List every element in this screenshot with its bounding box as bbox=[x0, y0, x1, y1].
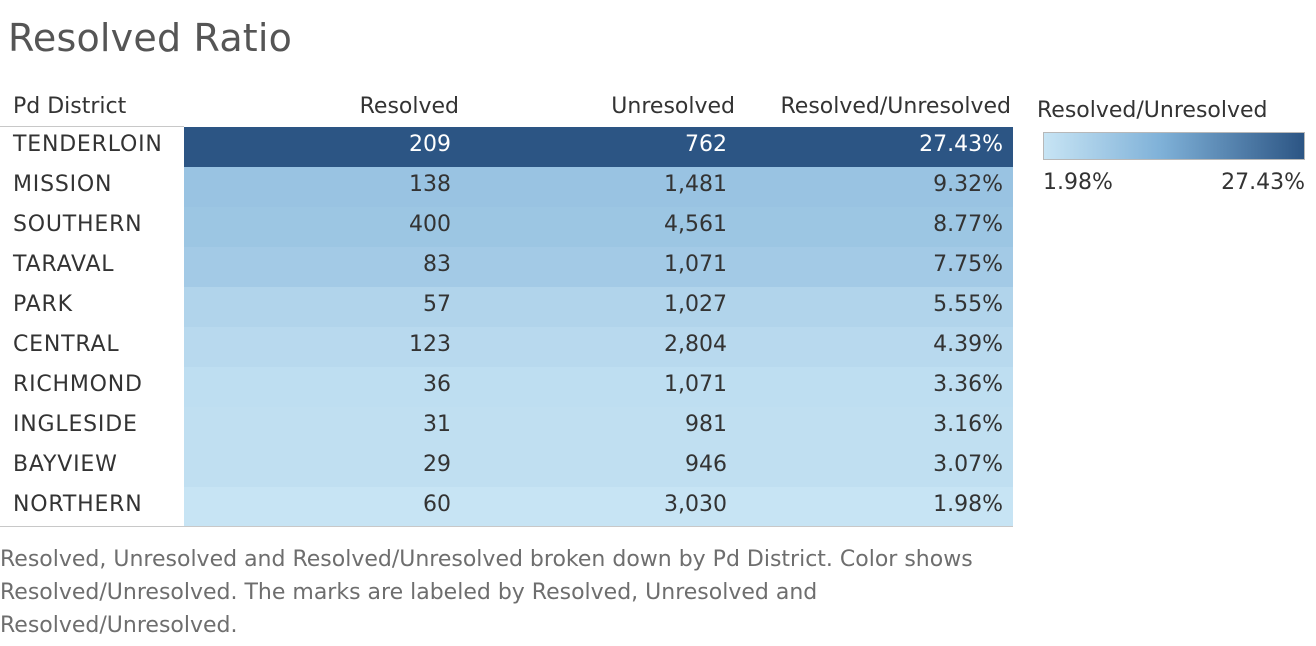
unresolved-value: 2,804 bbox=[664, 332, 727, 357]
row-label-district[interactable]: MISSION bbox=[13, 172, 113, 197]
resolved-value: 138 bbox=[409, 172, 451, 197]
column-header-resolved[interactable]: Resolved bbox=[359, 94, 459, 119]
column-header-pd-district[interactable]: Pd District bbox=[13, 94, 127, 119]
unresolved-value: 4,561 bbox=[664, 212, 727, 237]
color-mark[interactable]: 400 4,561 8.77% bbox=[184, 207, 1013, 247]
highlight-table: TENDERLOIN 209 762 27.43% MISSION 138 1,481 9.3… bbox=[0, 127, 1013, 527]
table-row: TENDERLOIN 209 762 27.43% bbox=[0, 127, 1013, 167]
unresolved-value: 3,030 bbox=[664, 492, 727, 517]
ratio-value: 3.16% bbox=[933, 412, 1003, 437]
row-label-district[interactable]: CENTRAL bbox=[13, 332, 120, 357]
row-label-district[interactable]: TARAVAL bbox=[13, 252, 115, 277]
resolved-value: 29 bbox=[423, 452, 451, 477]
unresolved-value: 981 bbox=[685, 412, 727, 437]
color-mark[interactable]: 31 981 3.16% bbox=[184, 407, 1013, 447]
resolved-value: 83 bbox=[423, 252, 451, 277]
resolved-value: 209 bbox=[409, 132, 451, 157]
color-mark[interactable]: 60 3,030 1.98% bbox=[184, 487, 1013, 527]
row-label-district[interactable]: TENDERLOIN bbox=[13, 132, 163, 157]
table-row: RICHMOND 36 1,071 3.36% bbox=[0, 367, 1013, 407]
row-label-district[interactable]: RICHMOND bbox=[13, 372, 143, 397]
table-row: INGLESIDE 31 981 3.16% bbox=[0, 407, 1013, 447]
resolved-value: 123 bbox=[409, 332, 451, 357]
row-label-district[interactable]: PARK bbox=[13, 292, 73, 317]
unresolved-value: 946 bbox=[685, 452, 727, 477]
ratio-value: 3.07% bbox=[933, 452, 1003, 477]
table-row: BAYVIEW 29 946 3.07% bbox=[0, 447, 1013, 487]
ratio-value: 7.75% bbox=[933, 252, 1003, 277]
chart-caption: Resolved, Unresolved and Resolved/Unreso… bbox=[0, 547, 973, 638]
table-row: NORTHERN 60 3,030 1.98% bbox=[0, 487, 1013, 527]
ratio-value: 4.39% bbox=[933, 332, 1003, 357]
ratio-value: 1.98% bbox=[933, 492, 1003, 517]
column-header-ratio[interactable]: Resolved/Unresolved bbox=[780, 94, 1012, 119]
table-row: MISSION 138 1,481 9.32% bbox=[0, 167, 1013, 207]
ratio-value: 9.32% bbox=[933, 172, 1003, 197]
unresolved-value: 1,027 bbox=[664, 292, 727, 317]
ratio-value: 8.77% bbox=[933, 212, 1003, 237]
ratio-value: 3.36% bbox=[933, 372, 1003, 397]
unresolved-value: 1,071 bbox=[664, 252, 727, 277]
header-divider bbox=[0, 126, 184, 127]
legend-max-label: 27.43% bbox=[1221, 170, 1305, 195]
resolved-value: 57 bbox=[423, 292, 451, 317]
resolved-value: 60 bbox=[423, 492, 451, 517]
row-label-district[interactable]: SOUTHERN bbox=[13, 212, 143, 237]
unresolved-value: 1,071 bbox=[664, 372, 727, 397]
table-row: TARAVAL 83 1,071 7.75% bbox=[0, 247, 1013, 287]
color-mark[interactable]: 83 1,071 7.75% bbox=[184, 247, 1013, 287]
column-header-unresolved[interactable]: Unresolved bbox=[611, 94, 735, 119]
row-label-district[interactable]: INGLESIDE bbox=[13, 412, 138, 437]
color-mark[interactable]: 29 946 3.07% bbox=[184, 447, 1013, 487]
color-mark[interactable]: 209 762 27.43% bbox=[184, 127, 1013, 167]
row-label-district[interactable]: NORTHERN bbox=[13, 492, 143, 517]
color-mark[interactable]: 36 1,071 3.36% bbox=[184, 367, 1013, 407]
color-mark[interactable]: 138 1,481 9.32% bbox=[184, 167, 1013, 207]
unresolved-value: 1,481 bbox=[664, 172, 727, 197]
legend-min-label: 1.98% bbox=[1043, 170, 1113, 195]
table-row: CENTRAL 123 2,804 4.39% bbox=[0, 327, 1013, 367]
ratio-value: 5.55% bbox=[933, 292, 1003, 317]
legend-title: Resolved/Unresolved bbox=[1037, 98, 1268, 123]
resolved-value: 400 bbox=[409, 212, 451, 237]
resolved-value: 31 bbox=[423, 412, 451, 437]
row-label-district[interactable]: BAYVIEW bbox=[13, 452, 118, 477]
chart-title: Resolved Ratio bbox=[8, 16, 293, 60]
color-legend-gradient[interactable] bbox=[1043, 132, 1305, 160]
color-mark[interactable]: 57 1,027 5.55% bbox=[184, 287, 1013, 327]
ratio-value: 27.43% bbox=[919, 132, 1003, 157]
resolved-value: 36 bbox=[423, 372, 451, 397]
table-row: SOUTHERN 400 4,561 8.77% bbox=[0, 207, 1013, 247]
table-bottom-divider bbox=[0, 526, 1013, 527]
unresolved-value: 762 bbox=[685, 132, 727, 157]
color-mark[interactable]: 123 2,804 4.39% bbox=[184, 327, 1013, 367]
table-row: PARK 57 1,027 5.55% bbox=[0, 287, 1013, 327]
